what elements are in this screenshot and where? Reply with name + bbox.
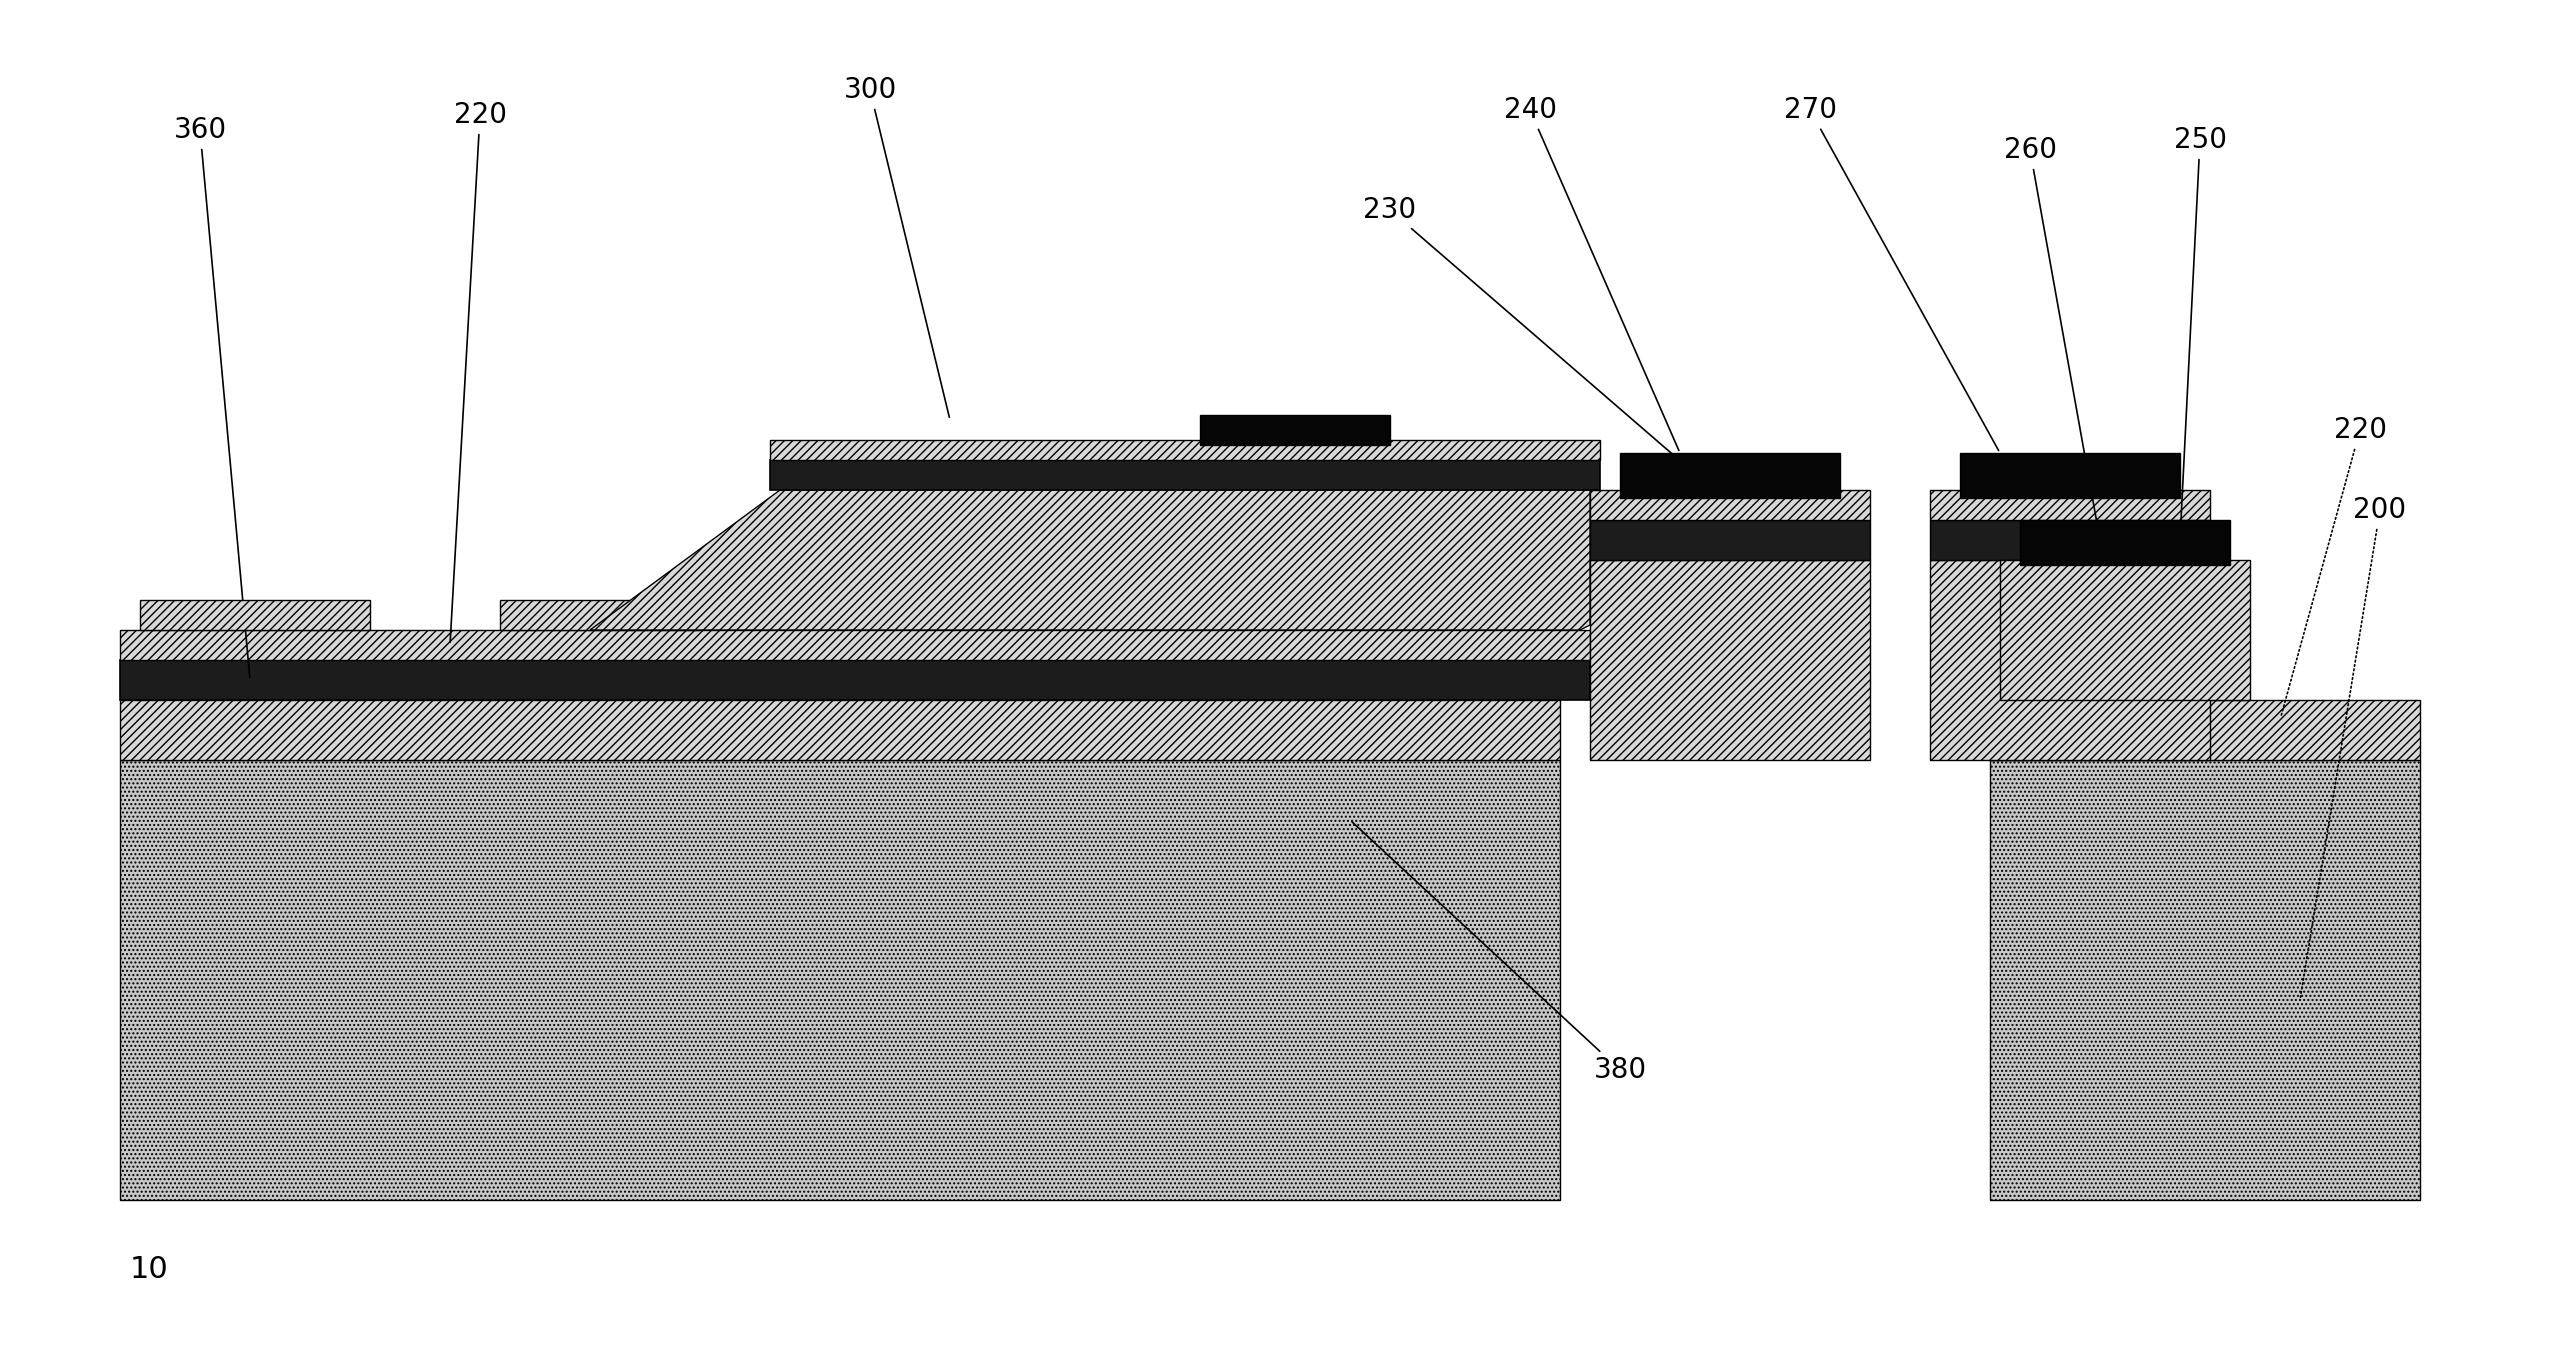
Text: 230: 230 [1364, 195, 1698, 476]
Text: 260: 260 [2004, 136, 2099, 537]
Text: 240: 240 [1504, 96, 1678, 451]
Bar [1619, 453, 1841, 498]
Bar [1591, 520, 1869, 560]
Text: 360: 360 [173, 115, 250, 677]
Bar [140, 600, 370, 630]
Bar [1930, 490, 2211, 520]
Bar [1201, 415, 1390, 445]
Bar [120, 630, 1591, 660]
Text: 380: 380 [1352, 822, 1647, 1084]
Bar [500, 600, 701, 630]
Bar [120, 700, 1561, 760]
Text: 220: 220 [2280, 417, 2387, 718]
Text: 250: 250 [2173, 126, 2226, 537]
Text: 10: 10 [130, 1255, 168, 1285]
Bar [120, 760, 1561, 1200]
Text: 200: 200 [2300, 497, 2407, 997]
Bar [2020, 520, 2231, 565]
Bar [1989, 700, 2420, 760]
Text: 300: 300 [844, 76, 949, 418]
Bar [1930, 560, 2211, 760]
Bar [1989, 760, 2420, 1200]
Bar [1591, 560, 1869, 760]
Text: 270: 270 [1782, 96, 1999, 451]
Bar [770, 440, 1599, 460]
Bar [1591, 490, 1869, 520]
Bar [1930, 520, 2211, 560]
Bar [1999, 560, 2249, 700]
Bar [770, 460, 1599, 490]
Bar [120, 660, 1591, 700]
Text: 220: 220 [451, 100, 507, 642]
Polygon shape [589, 490, 1591, 630]
Bar [1961, 453, 2180, 498]
